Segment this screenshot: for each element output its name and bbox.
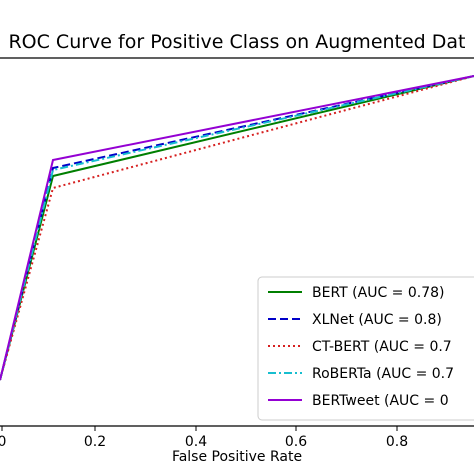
series-layer bbox=[0, 75, 474, 381]
x-tick-label: 0 bbox=[0, 434, 6, 450]
x-tick-label: 0.8 bbox=[386, 434, 408, 450]
legend: BERT (AUC = 0.78) XLNet (AUC = 0.8) CT-BER… bbox=[257, 276, 474, 421]
legend-label-0: BERT (AUC = 0.78) bbox=[312, 285, 445, 301]
x-tick-label: 0.4 bbox=[185, 434, 207, 450]
legend-label-4: BERTweet (AUC = 0 bbox=[312, 393, 449, 409]
x-axis-ticks: 0 0.2 0.4 0.6 0.8 bbox=[0, 426, 408, 450]
legend-label-2: CT-BERT (AUC = 0.7 bbox=[312, 339, 452, 355]
x-tick-label: 0.2 bbox=[84, 434, 106, 450]
legend-box bbox=[257, 276, 474, 421]
legend-label-3: RoBERTa (AUC = 0.7 bbox=[312, 366, 454, 382]
chart-title: ROC Curve for Positive Class on Augmente… bbox=[8, 31, 465, 53]
legend-label-1: XLNet (AUC = 0.8) bbox=[312, 312, 442, 328]
series-line-4 bbox=[0, 75, 474, 381]
x-axis-label: False Positive Rate bbox=[172, 449, 302, 465]
x-tick-label: 0.6 bbox=[285, 434, 307, 450]
series-line-2 bbox=[0, 75, 474, 381]
plot-frame bbox=[0, 57, 474, 427]
